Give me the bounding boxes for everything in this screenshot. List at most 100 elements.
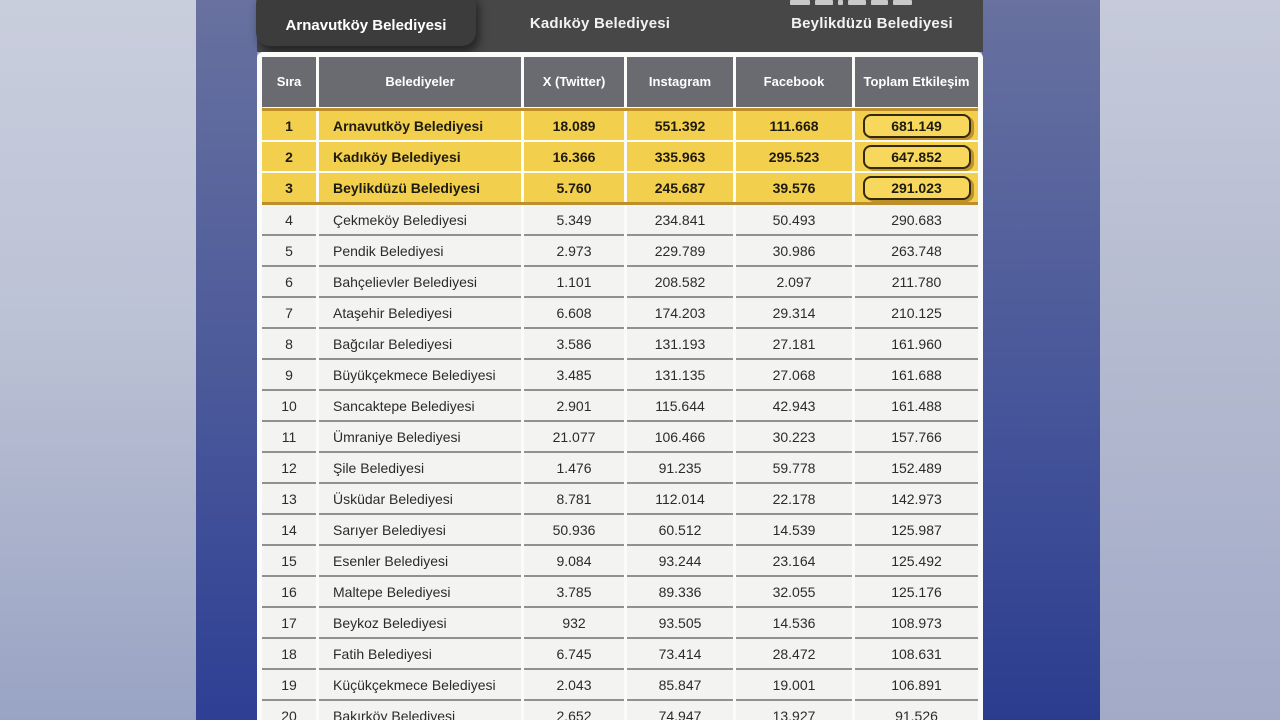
total-cell: 290.683 [855,205,978,236]
instagram-cell: 131.135 [627,360,733,391]
table-header-row: Sıra Belediyeler X (Twitter) Instagram F… [262,57,978,107]
municipality-cell: Maltepe Belediyesi [319,577,521,608]
facebook-cell: 32.055 [736,577,852,608]
municipality-cell: Şile Belediyesi [319,453,521,484]
rank-cell: 2 [262,142,316,171]
rank-cell: 16 [262,577,316,608]
rank-cell: 1 [262,111,316,140]
column-header-facebook: Facebook [736,57,852,107]
total-cell: 125.492 [855,546,978,577]
facebook-cell: 111.668 [736,111,852,140]
instagram-cell: 335.963 [627,142,733,171]
background-left-dark-band [196,0,257,720]
facebook-cell: 23.164 [736,546,852,577]
twitter-cell: 50.936 [524,515,624,546]
rank-cell: 3 [262,173,316,202]
municipality-cell: Bağcılar Belediyesi [319,329,521,360]
twitter-cell: 21.077 [524,422,624,453]
table-row: 10 Sancaktepe Belediyesi 2.901 115.644 4… [262,391,978,422]
municipality-cell: Üsküdar Belediyesi [319,484,521,515]
instagram-cell: 245.687 [627,173,733,202]
twitter-cell: 2.043 [524,670,624,701]
column-header-rank: Sıra [262,57,316,107]
municipality-cell: Fatih Belediyesi [319,639,521,670]
twitter-cell: 2.652 [524,701,624,720]
municipality-cell: Sancaktepe Belediyesi [319,391,521,422]
instagram-cell: 106.466 [627,422,733,453]
table-row: 5 Pendik Belediyesi 2.973 229.789 30.986… [262,236,978,267]
total-cell: 152.489 [855,453,978,484]
twitter-cell: 932 [524,608,624,639]
twitter-cell: 8.781 [524,484,624,515]
total-cell: 263.748 [855,236,978,267]
twitter-cell: 3.785 [524,577,624,608]
instagram-cell: 229.789 [627,236,733,267]
instagram-cell: 208.582 [627,267,733,298]
table-row: 13 Üsküdar Belediyesi 8.781 112.014 22.1… [262,484,978,515]
municipality-cell: Pendik Belediyesi [319,236,521,267]
facebook-cell: 13.927 [736,701,852,720]
total-cell: 291.023 [855,173,978,202]
total-cell: 106.891 [855,670,978,701]
municipality-cell: Sarıyer Belediyesi [319,515,521,546]
total-cell: 161.960 [855,329,978,360]
column-header-name: Belediyeler [319,57,521,107]
twitter-cell: 6.745 [524,639,624,670]
municipality-cell: Küçükçekmece Belediyesi [319,670,521,701]
instagram-cell: 131.193 [627,329,733,360]
twitter-cell: 5.760 [524,173,624,202]
rank-cell: 17 [262,608,316,639]
municipality-cell: Beykoz Belediyesi [319,608,521,639]
total-cell: 108.973 [855,608,978,639]
top3-highlighted-rows: 1 Arnavutköy Belediyesi 18.089 551.392 1… [262,108,978,205]
rank-cell: 9 [262,360,316,391]
facebook-cell: 19.001 [736,670,852,701]
tab-arnavutkoy-belediyesi: Arnavutköy Belediyesi [256,0,476,46]
instagram-cell: 234.841 [627,205,733,236]
rank-cell: 6 [262,267,316,298]
facebook-cell: 30.986 [736,236,852,267]
total-cell: 91.526 [855,701,978,720]
rank-cell: 20 [262,701,316,720]
facebook-cell: 22.178 [736,484,852,515]
total-badge: 291.023 [862,175,971,200]
total-cell: 157.766 [855,422,978,453]
instagram-cell: 73.414 [627,639,733,670]
tab-label: Arnavutköy Belediyesi [285,17,447,34]
total-cell: 125.176 [855,577,978,608]
twitter-cell: 16.366 [524,142,624,171]
instagram-cell: 85.847 [627,670,733,701]
rank-cell: 11 [262,422,316,453]
table-row: 18 Fatih Belediyesi 6.745 73.414 28.472 … [262,639,978,670]
instagram-cell: 89.336 [627,577,733,608]
table-row: 3 Beylikdüzü Belediyesi 5.760 245.687 39… [262,173,978,202]
tab-beylikduzu-belediyesi: Beylikdüzü Belediyesi [791,15,953,32]
rank-cell: 5 [262,236,316,267]
column-header-total: Toplam Etkileşim [855,57,978,107]
table-row: 15 Esenler Belediyesi 9.084 93.244 23.16… [262,546,978,577]
facebook-cell: 295.523 [736,142,852,171]
table-row: 9 Büyükçekmece Belediyesi 3.485 131.135 … [262,360,978,391]
total-cell: 108.631 [855,639,978,670]
rank-cell: 13 [262,484,316,515]
facebook-cell: 42.943 [736,391,852,422]
instagram-cell: 174.203 [627,298,733,329]
table-row: 4 Çekmeköy Belediyesi 5.349 234.841 50.4… [262,205,978,236]
background-left-light [0,0,196,720]
twitter-cell: 1.101 [524,267,624,298]
twitter-cell: 6.608 [524,298,624,329]
background-right-dark-band [982,0,1100,720]
facebook-cell: 29.314 [736,298,852,329]
rank-cell: 4 [262,205,316,236]
twitter-cell: 3.586 [524,329,624,360]
total-badge: 647.852 [862,144,971,169]
table-row: 20 Bakırköy Belediyesi 2.652 74.947 13.9… [262,701,978,720]
facebook-cell: 27.068 [736,360,852,391]
column-header-instagram: Instagram [627,57,733,107]
municipality-cell: Esenler Belediyesi [319,546,521,577]
municipality-cell: Ataşehir Belediyesi [319,298,521,329]
rankings-table: Sıra Belediyeler X (Twitter) Instagram F… [257,52,983,720]
table-row: 17 Beykoz Belediyesi 932 93.505 14.536 1… [262,608,978,639]
rank-cell: 12 [262,453,316,484]
